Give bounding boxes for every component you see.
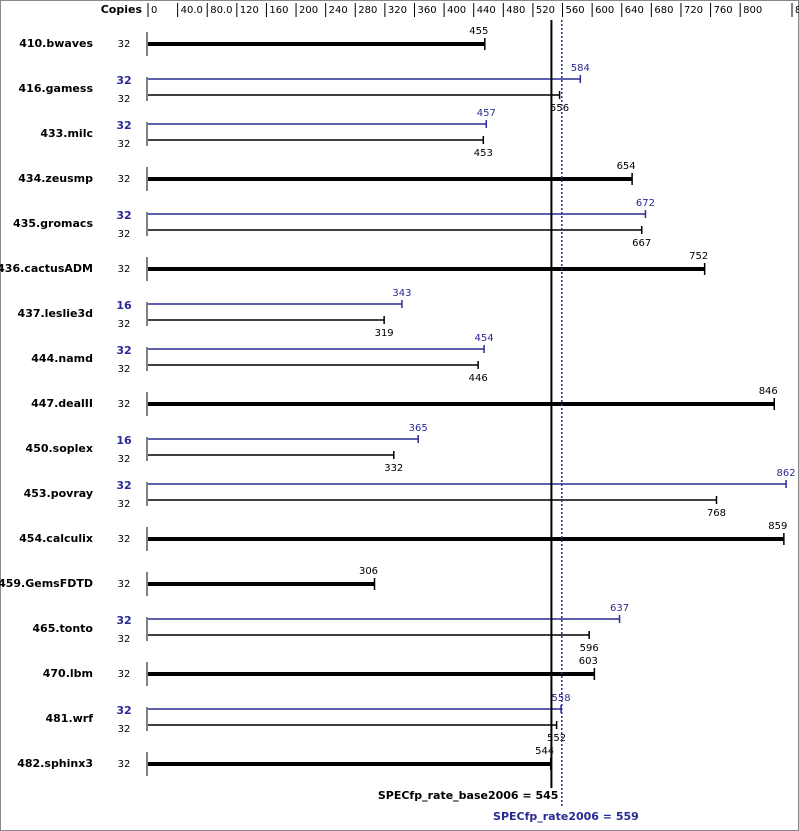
x-tick-label: 160 xyxy=(269,5,288,16)
category-label: 433.milc xyxy=(40,127,93,140)
x-tick-label: 280 xyxy=(358,5,377,16)
value-label: 846 xyxy=(759,386,778,397)
x-tick-label: 240 xyxy=(329,5,348,16)
x-tick-label: 800 xyxy=(743,5,762,16)
copies-label: 32 xyxy=(118,634,131,645)
value-label: 446 xyxy=(469,373,488,384)
copies-label: 32 xyxy=(116,74,131,87)
value-label: 365 xyxy=(409,423,428,434)
category-label: 410.bwaves xyxy=(19,37,93,50)
x-tick-label: 40.0 xyxy=(181,5,203,16)
category-label: 454.calculix xyxy=(19,532,93,545)
x-tick-label: 200 xyxy=(299,5,318,16)
value-label: 654 xyxy=(617,161,636,172)
x-tick-label: 360 xyxy=(417,5,436,16)
copies-label: 32 xyxy=(118,579,131,590)
copies-label: 32 xyxy=(118,399,131,410)
copies-label: 32 xyxy=(118,669,131,680)
copies-label: 32 xyxy=(118,724,131,735)
category-label: 459.GemsFDTD xyxy=(0,577,93,590)
copies-label: 32 xyxy=(118,174,131,185)
copies-label: 32 xyxy=(118,319,131,330)
category-label: 465.tonto xyxy=(32,622,93,635)
copies-label: 32 xyxy=(118,364,131,375)
copies-label: 32 xyxy=(116,704,131,717)
value-label: 584 xyxy=(571,63,590,74)
copies-label: 32 xyxy=(118,454,131,465)
value-label: 457 xyxy=(477,108,496,119)
x-tick-label: 400 xyxy=(447,5,466,16)
category-label: 447.dealII xyxy=(31,397,93,410)
copies-label: 32 xyxy=(116,209,131,222)
category-label: 437.leslie3d xyxy=(18,307,93,320)
x-tick-label: 560 xyxy=(566,5,585,16)
copies-header: Copies xyxy=(101,3,143,16)
x-tick-label: 480 xyxy=(506,5,525,16)
copies-label: 32 xyxy=(118,264,131,275)
value-label: 667 xyxy=(632,238,651,249)
category-label: 482.sphinx3 xyxy=(17,757,93,770)
copies-label: 32 xyxy=(116,344,131,357)
value-label: 552 xyxy=(547,733,566,744)
copies-label: 16 xyxy=(116,434,132,447)
value-label: 332 xyxy=(384,463,403,474)
value-label: 454 xyxy=(475,333,494,344)
copies-label: 32 xyxy=(118,229,131,240)
x-tick-label: 520 xyxy=(536,5,555,16)
value-label: 596 xyxy=(580,643,599,654)
value-label: 752 xyxy=(689,251,708,262)
x-tick-label: 680 xyxy=(654,5,673,16)
x-tick-label: 440 xyxy=(477,5,496,16)
copies-label: 16 xyxy=(116,299,132,312)
copies-label: 32 xyxy=(118,94,131,105)
x-tick-label: 120 xyxy=(240,5,259,16)
category-label: 470.lbm xyxy=(43,667,93,680)
value-label: 544 xyxy=(535,746,554,757)
x-tick-label: 600 xyxy=(595,5,614,16)
copies-label: 32 xyxy=(118,534,131,545)
x-tick-label: 720 xyxy=(684,5,703,16)
reference-label: SPECfp_rate_base2006 = 545 xyxy=(378,789,559,802)
category-label: 453.povray xyxy=(24,487,93,500)
copies-label: 32 xyxy=(116,614,131,627)
value-label: 672 xyxy=(636,198,655,209)
value-label: 455 xyxy=(469,26,488,37)
value-label: 558 xyxy=(552,693,571,704)
category-label: 434.zeusmp xyxy=(18,172,93,185)
copies-label: 32 xyxy=(118,39,131,50)
value-label: 306 xyxy=(359,566,378,577)
copies-label: 32 xyxy=(116,119,131,132)
value-label: 319 xyxy=(375,328,394,339)
value-label: 453 xyxy=(474,148,493,159)
category-label: 435.gromacs xyxy=(13,217,93,230)
value-label: 862 xyxy=(777,468,796,479)
reference-label: SPECfp_rate2006 = 559 xyxy=(493,810,639,823)
x-tick-label: 870 xyxy=(795,5,799,16)
value-label: 637 xyxy=(610,603,629,614)
x-tick-label: 320 xyxy=(388,5,407,16)
value-label: 768 xyxy=(707,508,726,519)
x-tick-label: 760 xyxy=(714,5,733,16)
category-label: 481.wrf xyxy=(45,712,93,725)
copies-label: 32 xyxy=(118,759,131,770)
value-label: 603 xyxy=(579,656,598,667)
x-tick-label: 0 xyxy=(151,5,157,16)
copies-label: 32 xyxy=(116,479,131,492)
value-label: 556 xyxy=(550,103,569,114)
category-label: 416.gamess xyxy=(19,82,94,95)
copies-label: 32 xyxy=(118,499,131,510)
category-label: 444.namd xyxy=(31,352,93,365)
x-tick-label: 80.0 xyxy=(210,5,232,16)
value-label: 343 xyxy=(392,288,411,299)
value-label: 859 xyxy=(768,521,787,532)
category-label: 450.soplex xyxy=(26,442,93,455)
copies-label: 32 xyxy=(118,139,131,150)
x-tick-label: 640 xyxy=(625,5,644,16)
category-label: 436.cactusADM xyxy=(0,262,93,275)
